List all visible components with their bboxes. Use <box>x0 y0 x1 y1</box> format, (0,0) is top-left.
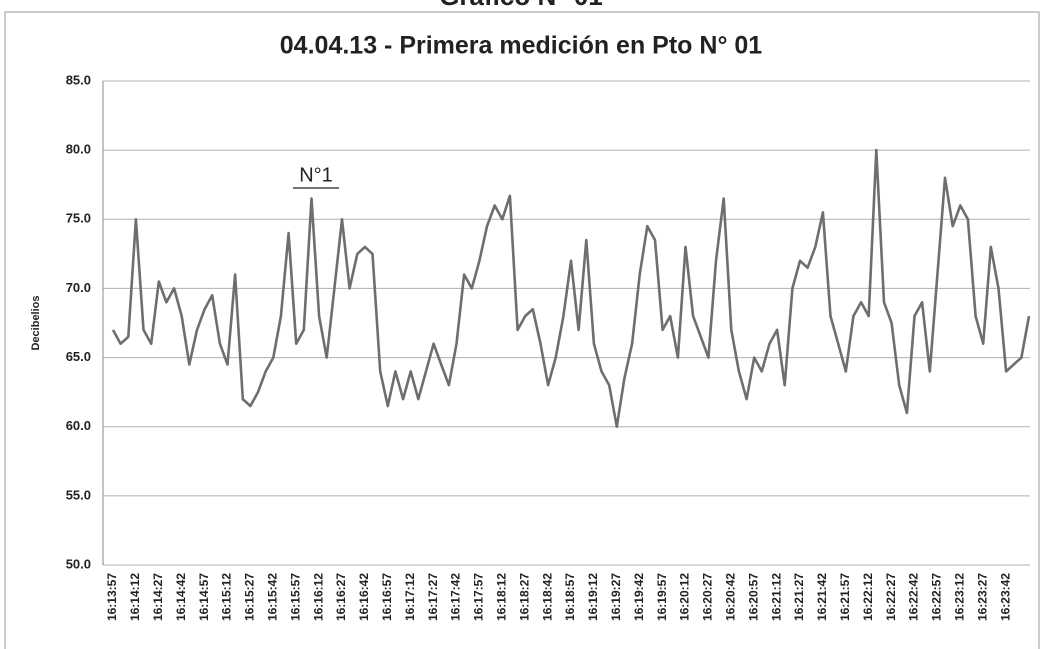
x-tick-label: 16:16:27 <box>334 573 348 621</box>
x-tick-label: 16:21:27 <box>792 573 806 621</box>
x-tick-label: 16:23:12 <box>952 573 966 621</box>
x-tick-label: 16:22:27 <box>884 573 898 621</box>
y-tick-label: 80.0 <box>66 142 91 157</box>
y-tick-label: 50.0 <box>66 556 91 571</box>
x-tick-label: 16:21:42 <box>815 573 829 621</box>
y-tick-label: 70.0 <box>66 280 91 295</box>
y-tick-label: 60.0 <box>66 418 91 433</box>
x-tick-label: 16:16:57 <box>380 573 394 621</box>
header: Gráfico N° 01 <box>439 0 603 11</box>
x-tick-label: 16:22:12 <box>861 573 875 621</box>
x-tick-label: 16:17:57 <box>472 573 486 621</box>
x-tick-label: 16:21:12 <box>769 573 783 621</box>
x-tick-label: 16:22:42 <box>907 573 921 621</box>
x-tick-label: 16:20:27 <box>701 573 715 621</box>
x-tick-label: 16:23:27 <box>975 573 989 621</box>
x-tick-label: 16:19:12 <box>586 573 600 621</box>
x-tick-label: 16:16:42 <box>357 573 371 621</box>
x-tick-label: 16:15:12 <box>220 573 234 621</box>
x-tick-label: 16:14:27 <box>151 573 165 621</box>
data-line <box>111 148 1031 428</box>
x-tick-label: 16:14:42 <box>174 573 188 621</box>
x-tick-label: 16:23:42 <box>998 573 1012 621</box>
x-tick-label: 16:15:27 <box>243 573 257 621</box>
x-tick-label: 16:16:12 <box>311 573 325 621</box>
x-tick-label: 16:15:57 <box>288 573 302 621</box>
x-tick-label: 16:17:12 <box>403 573 417 621</box>
x-tick-label: 16:20:12 <box>678 573 692 621</box>
y-tick-label: 65.0 <box>66 349 91 364</box>
x-tick-label: 16:18:57 <box>563 573 577 621</box>
annotation: N°1 <box>299 164 333 186</box>
x-tick-label: 16:15:42 <box>265 573 279 621</box>
x-tick-label: 16:19:57 <box>655 573 669 621</box>
y-axis-label: Decibelios <box>30 295 42 350</box>
chart-title: 04.04.13 - Primera medición en Pto N° 01 <box>280 32 763 60</box>
y-tick-label: 75.0 <box>66 211 91 226</box>
x-tick-label: 16:19:42 <box>632 573 646 621</box>
x-tick-label: 16:17:27 <box>426 573 440 621</box>
x-tick-label: 16:22:57 <box>930 573 944 621</box>
x-tick-label: 16:17:42 <box>449 573 463 621</box>
x-tick-label: 16:14:12 <box>128 573 142 621</box>
x-tick-label: 16:13:57 <box>105 573 119 621</box>
x-tick-label: 16:18:27 <box>517 573 531 621</box>
x-tick-label: 16:19:27 <box>609 573 623 621</box>
chart-frame <box>4 11 1040 649</box>
y-tick-label: 55.0 <box>66 487 91 502</box>
x-tick-label: 16:20:57 <box>746 573 760 621</box>
x-tick-label: 16:18:12 <box>494 573 508 621</box>
x-tick-label: 16:21:57 <box>838 573 852 621</box>
y-tick-label: 85.0 <box>66 72 91 87</box>
x-tick-label: 16:18:42 <box>540 573 554 621</box>
x-tick-label: 16:14:57 <box>197 573 211 621</box>
x-tick-label: 16:20:42 <box>723 573 737 621</box>
